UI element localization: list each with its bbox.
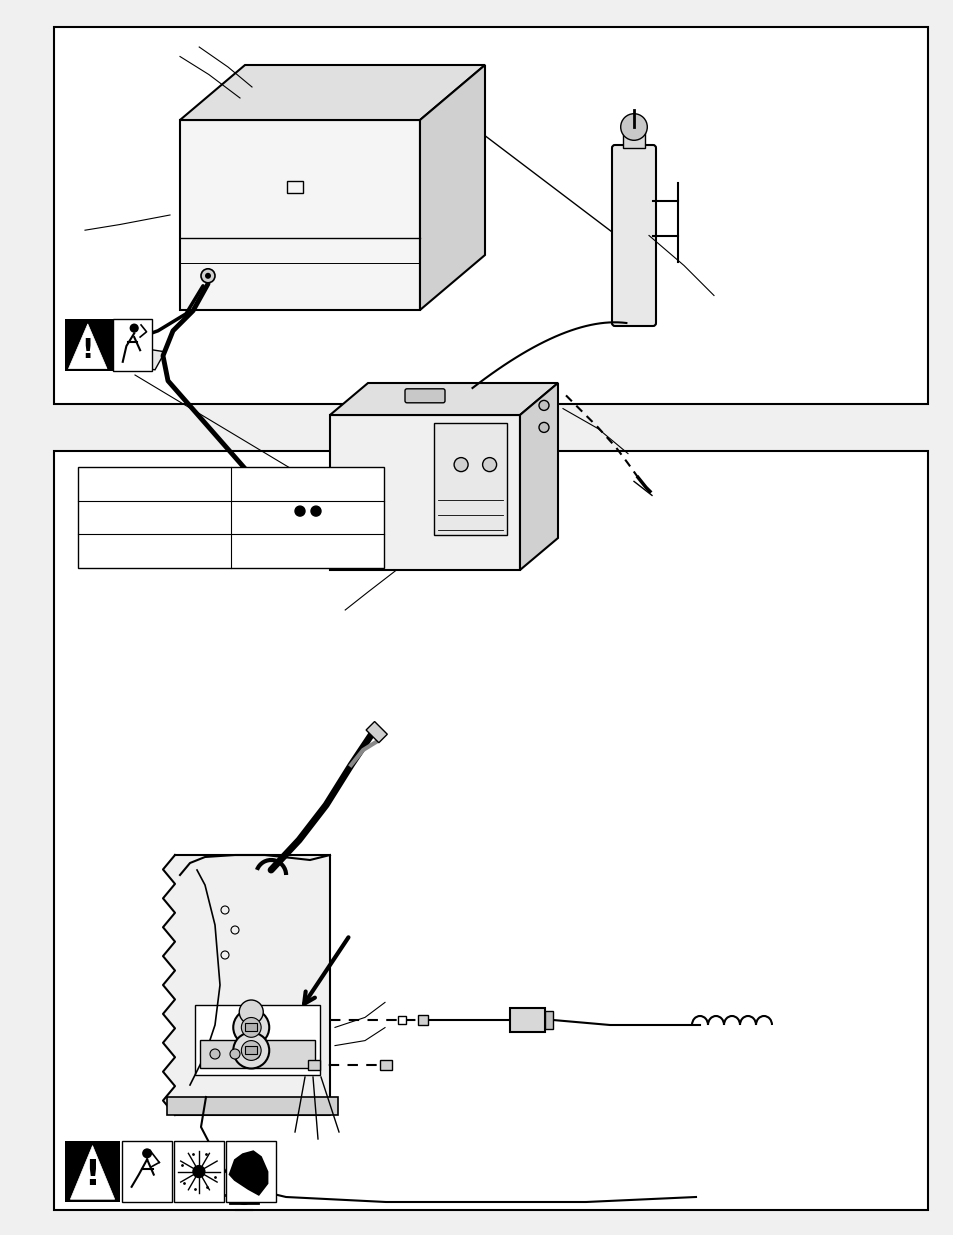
Polygon shape [163,855,330,1115]
Circle shape [241,1018,261,1037]
Circle shape [210,1049,220,1058]
Bar [167,1097,337,1115]
Polygon shape [419,65,484,310]
Bar [194,1005,319,1074]
Circle shape [130,324,138,332]
Circle shape [482,458,497,472]
Bar [379,1060,392,1070]
Bar [308,1060,319,1070]
Bar [122,1141,172,1202]
Polygon shape [330,383,558,415]
Circle shape [230,1049,240,1058]
Circle shape [142,1149,152,1158]
Bar [544,1011,553,1029]
Polygon shape [69,324,107,369]
Polygon shape [519,383,558,571]
Circle shape [250,1049,260,1058]
Circle shape [233,1009,269,1045]
Bar [173,1141,224,1202]
Bar [417,1015,428,1025]
Text: !: ! [85,1158,100,1193]
Circle shape [311,506,320,516]
Bar [65,1141,120,1202]
Bar [54,27,927,404]
FancyBboxPatch shape [405,389,444,403]
FancyBboxPatch shape [612,144,656,326]
Bar [200,1040,314,1068]
Circle shape [294,506,305,516]
Bar [54,451,927,1210]
Bar [622,131,645,148]
Polygon shape [71,1146,114,1199]
Circle shape [454,458,468,472]
Bar [434,424,506,535]
Circle shape [201,269,214,283]
Bar [366,721,387,742]
Polygon shape [229,1150,268,1195]
Bar [65,319,150,372]
Bar [245,1024,257,1031]
Circle shape [233,1032,269,1068]
Text: !: ! [82,338,93,364]
Polygon shape [103,343,165,369]
Polygon shape [180,120,419,310]
Bar [397,1016,406,1024]
Circle shape [241,1041,261,1061]
Bar [112,319,152,372]
Polygon shape [330,415,519,571]
Polygon shape [180,65,484,120]
Circle shape [193,1165,205,1178]
Bar [287,180,303,193]
Circle shape [538,400,548,410]
Circle shape [239,1000,263,1024]
Circle shape [620,114,647,141]
Bar [226,1141,275,1202]
Circle shape [538,422,548,432]
Circle shape [234,1186,253,1204]
Circle shape [205,273,211,279]
Bar [245,1046,257,1055]
Bar [510,1008,544,1032]
Bar [78,467,383,568]
